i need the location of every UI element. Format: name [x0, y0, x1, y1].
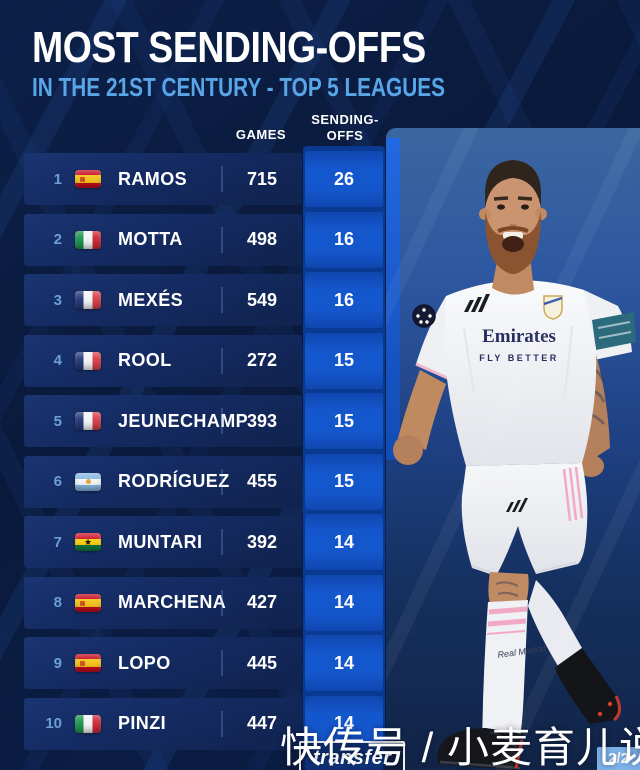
player-name: JEUNECHAMP: [118, 410, 249, 431]
player-photo-panel: Emirates FLY BETTER: [386, 128, 640, 770]
sendoffs-cell: 26: [305, 151, 383, 207]
row-divider: [221, 166, 223, 192]
player-name: MARCHENA: [118, 592, 227, 613]
table-row: 4 ROOL 272: [24, 334, 302, 387]
rank-number: 7: [53, 533, 62, 551]
games-value: 498: [246, 229, 278, 250]
nation-flag-icon: [75, 714, 101, 733]
games-value: 272: [246, 350, 278, 371]
nation-flag-icon: [75, 533, 101, 552]
page-title: MOST SENDING-OFFS: [32, 23, 426, 72]
jersey-sponsor-text: Emirates: [482, 326, 556, 347]
transfermarkt-logo: transfer: [299, 741, 406, 770]
sendoffs-cell: 16: [305, 211, 383, 268]
rank-number: 10: [45, 715, 62, 733]
column-header-sendoffs: SENDING- OFFS: [305, 112, 385, 143]
row-divider: [221, 468, 223, 495]
sendoffs-cell: 15: [305, 453, 383, 510]
nation-flag-icon: [75, 593, 101, 612]
sendoffs-cell: 15: [305, 393, 383, 450]
games-value: 715: [246, 168, 278, 189]
row-divider: [221, 347, 223, 374]
nation-flag-icon: [75, 170, 101, 188]
sendoffs-cell: 14: [305, 574, 383, 631]
player-head: [479, 160, 547, 295]
sendoffs-cell: 15: [305, 332, 383, 389]
nation-flag-icon: [75, 654, 101, 673]
player-name: MOTTA: [118, 229, 183, 250]
column-header-games: GAMES: [235, 127, 287, 142]
row-divider: [221, 589, 223, 616]
table-row: 5 JEUNECHAMP 393: [24, 395, 302, 448]
player-left-arm: [393, 296, 480, 465]
table-row: 6 RODRÍGUEZ 455: [24, 455, 302, 508]
games-value: 447: [246, 713, 278, 734]
sock-text: Real Madrid: [497, 643, 547, 660]
row-divider: [221, 710, 223, 737]
player-name: MEXÉS: [118, 289, 184, 310]
games-value: 427: [246, 592, 278, 613]
table-row: 3 MEXÉS 549: [24, 274, 302, 327]
page-subtitle: IN THE 21ST CENTURY - TOP 5 LEAGUES: [32, 72, 446, 102]
player-photo: Emirates FLY BETTER: [393, 160, 636, 770]
games-value: 445: [246, 652, 278, 673]
rank-number: 8: [53, 594, 62, 612]
sendoffs-cell: 14: [305, 514, 383, 571]
rank-number: 5: [53, 412, 62, 430]
table-row: 2 MOTTA 498: [24, 213, 302, 266]
nation-flag-icon: [75, 472, 101, 491]
player-name: PINZI: [118, 713, 167, 734]
club-crest-icon: [543, 295, 563, 320]
jersey-tagline-text: FLY BETTER: [479, 353, 559, 363]
player-shorts: [461, 463, 588, 576]
row-divider: [221, 226, 223, 253]
games-value: 392: [246, 531, 278, 552]
accent-strip: [386, 138, 400, 460]
player-name: RAMOS: [118, 168, 187, 189]
rank-number: 4: [53, 352, 62, 370]
player-back-leg: [528, 580, 621, 724]
player-right-arm: [578, 290, 636, 477]
rank-number: 1: [53, 170, 62, 188]
ucl-starball-icon: [412, 304, 436, 328]
nation-flag-icon: [75, 412, 101, 431]
sendoffs-cell: 14: [305, 635, 383, 692]
games-value: 455: [246, 471, 278, 492]
player-name: LOPO: [118, 652, 171, 673]
adidas-logo: [464, 294, 490, 312]
table-row: 10 PINZI 447: [24, 697, 302, 750]
nation-flag-icon: [75, 230, 101, 249]
player-name: RODRÍGUEZ: [118, 471, 230, 492]
sendoffs-column-strip: 26 16 16 15 15 15 14 14 14 14: [303, 146, 385, 770]
page-indicator-badge: 2/2: [597, 747, 640, 770]
table-row: 8 MARCHENA 427: [24, 576, 302, 629]
watermark-text: 快传号 / 小麦育儿说: [280, 724, 640, 770]
rank-number: 9: [53, 654, 62, 672]
player-name: MUNTARI: [118, 531, 203, 552]
nation-flag-icon: [75, 291, 101, 310]
row-divider: [221, 650, 223, 677]
table-row: 9 LOPO 445: [24, 637, 302, 690]
sendoffs-cell: 16: [305, 272, 383, 329]
table-row: 1 RAMOS 715: [24, 153, 302, 205]
rank-number: 3: [53, 291, 62, 309]
games-value: 549: [246, 289, 278, 310]
rank-number: 6: [53, 473, 62, 491]
player-name: ROOL: [118, 350, 172, 371]
column-header-sendoffs-line1: SENDING-: [311, 112, 379, 127]
row-divider: [221, 529, 223, 556]
row-divider: [221, 408, 223, 435]
nation-flag-icon: [75, 351, 101, 370]
column-header-sendoffs-line2: OFFS: [326, 127, 364, 143]
row-divider: [221, 287, 223, 314]
games-value: 393: [246, 410, 278, 431]
table-row: 7 MUNTARI 392: [24, 516, 302, 569]
player-jersey: Emirates FLY BETTER: [412, 273, 597, 466]
rank-number: 2: [53, 231, 62, 249]
